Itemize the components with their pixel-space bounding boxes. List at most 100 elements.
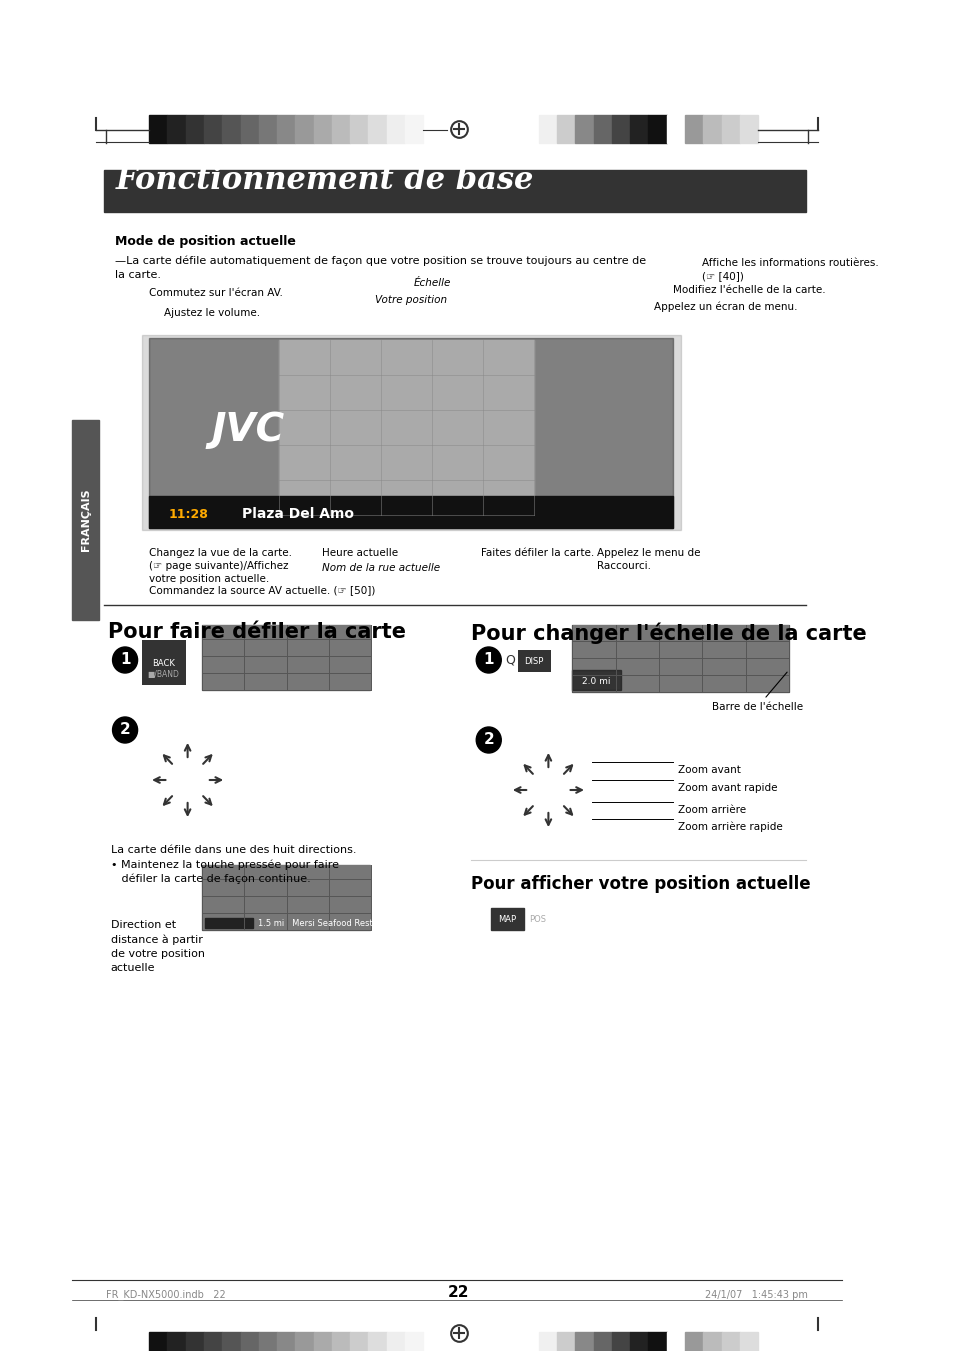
Bar: [314, 115, 332, 143]
Text: Zoom avant: Zoom avant: [678, 765, 740, 775]
Bar: [575, 115, 593, 143]
Bar: [630, 115, 648, 143]
Text: Fonctionnement de base: Fonctionnement de base: [115, 165, 534, 196]
Bar: [149, 115, 167, 143]
Text: Pour faire défiler la carte: Pour faire défiler la carte: [108, 621, 405, 642]
Bar: [593, 115, 611, 143]
Text: Affiche les informations routières.
(☞ [40]): Affiche les informations routières. (☞ […: [701, 258, 878, 281]
Bar: [350, 115, 368, 143]
Text: 11:28: 11:28: [168, 508, 208, 520]
Bar: [202, 865, 370, 929]
Bar: [702, 1332, 720, 1351]
Bar: [167, 1332, 186, 1351]
Bar: [630, 1332, 648, 1351]
Text: Ajustez le volume.: Ajustez le volume.: [163, 308, 259, 317]
Text: Mode de position actuelle: Mode de position actuelle: [115, 235, 296, 249]
Bar: [368, 115, 386, 143]
Bar: [648, 115, 666, 143]
Bar: [222, 1332, 240, 1351]
Text: Votre position: Votre position: [375, 295, 447, 305]
Text: Commutez sur l'écran AV.: Commutez sur l'écran AV.: [149, 288, 283, 299]
Circle shape: [476, 727, 500, 753]
Bar: [611, 115, 630, 143]
Bar: [405, 115, 423, 143]
Bar: [572, 670, 619, 690]
Bar: [557, 1332, 575, 1351]
Bar: [557, 115, 575, 143]
Bar: [258, 115, 276, 143]
Bar: [149, 338, 673, 528]
Bar: [222, 115, 240, 143]
Bar: [490, 908, 524, 929]
Text: Faites défiler la carte.: Faites défiler la carte.: [480, 549, 594, 558]
Bar: [740, 115, 758, 143]
Text: Direction et
distance à partir
de votre position
actuelle: Direction et distance à partir de votre …: [111, 920, 205, 973]
Text: ■/BAND: ■/BAND: [148, 670, 179, 680]
Bar: [205, 917, 253, 928]
Bar: [332, 115, 350, 143]
Bar: [720, 1332, 740, 1351]
Bar: [276, 1332, 295, 1351]
Bar: [538, 1332, 557, 1351]
Bar: [648, 1332, 666, 1351]
Bar: [104, 170, 805, 212]
Text: JVC: JVC: [212, 411, 285, 449]
Bar: [386, 115, 405, 143]
Text: 1.5 mi   Mersi Seafood Restr...: 1.5 mi Mersi Seafood Restr...: [257, 919, 383, 928]
Bar: [332, 1332, 350, 1351]
Bar: [149, 496, 673, 528]
Text: Q: Q: [504, 654, 515, 666]
Bar: [575, 1332, 593, 1351]
Bar: [386, 1332, 405, 1351]
Bar: [72, 420, 99, 620]
Text: MAP: MAP: [497, 916, 516, 924]
Text: La carte défile dans une des huit directions.
• Maintenez la touche pressée pour: La carte défile dans une des huit direct…: [111, 844, 355, 885]
Bar: [240, 1332, 258, 1351]
Bar: [149, 1332, 167, 1351]
Bar: [142, 335, 680, 530]
Text: Commandez la source AV actuelle. (☞ [50]): Commandez la source AV actuelle. (☞ [50]…: [149, 585, 375, 594]
Text: 2.0 mi: 2.0 mi: [581, 677, 610, 685]
Bar: [167, 115, 186, 143]
Text: —La carte défile automatiquement de façon que votre position se trouve toujours : —La carte défile automatiquement de faço…: [115, 255, 646, 280]
Text: DISP: DISP: [524, 657, 543, 666]
Text: Échelle: Échelle: [414, 278, 451, 288]
Bar: [204, 115, 222, 143]
Bar: [186, 1332, 204, 1351]
Bar: [240, 115, 258, 143]
Text: Pour changer l'échelle de la carte: Pour changer l'échelle de la carte: [471, 621, 866, 643]
Bar: [517, 650, 551, 671]
Text: Nom de la rue actuelle: Nom de la rue actuelle: [322, 563, 440, 573]
Text: Modifiez l'échelle de la carte.: Modifiez l'échelle de la carte.: [673, 285, 825, 295]
Text: 1: 1: [483, 653, 494, 667]
Bar: [572, 626, 788, 692]
Bar: [740, 1332, 758, 1351]
Text: Appelez le menu de
Raccourci.: Appelez le menu de Raccourci.: [596, 549, 700, 571]
Text: Zoom arrière: Zoom arrière: [678, 805, 745, 815]
Circle shape: [476, 647, 500, 673]
Text: Changez la vue de la carte.
(☞ page suivante)/Affichez
votre position actuelle.: Changez la vue de la carte. (☞ page suiv…: [149, 549, 292, 585]
Text: Heure actuelle: Heure actuelle: [322, 549, 398, 558]
Bar: [202, 626, 370, 690]
Text: 24/1/07   1:45:43 pm: 24/1/07 1:45:43 pm: [704, 1290, 807, 1300]
Bar: [278, 340, 534, 515]
Bar: [702, 115, 720, 143]
Bar: [186, 115, 204, 143]
Text: 22: 22: [448, 1285, 469, 1300]
Text: BACK: BACK: [152, 658, 174, 667]
Bar: [405, 1332, 423, 1351]
Bar: [666, 115, 684, 143]
Text: FRANÇAIS: FRANÇAIS: [81, 489, 91, 551]
Bar: [350, 1332, 368, 1351]
Text: Appelez un écran de menu.: Appelez un écran de menu.: [654, 303, 797, 312]
Bar: [295, 115, 314, 143]
Bar: [295, 1332, 314, 1351]
Text: 2: 2: [119, 723, 131, 738]
Bar: [204, 1332, 222, 1351]
Text: 2: 2: [483, 732, 494, 747]
Text: POS: POS: [529, 916, 545, 924]
Text: Barre de l'échelle: Barre de l'échelle: [711, 671, 802, 712]
Bar: [258, 1332, 276, 1351]
Circle shape: [112, 647, 137, 673]
Text: FR_KD-NX5000.indb   22: FR_KD-NX5000.indb 22: [106, 1289, 225, 1300]
